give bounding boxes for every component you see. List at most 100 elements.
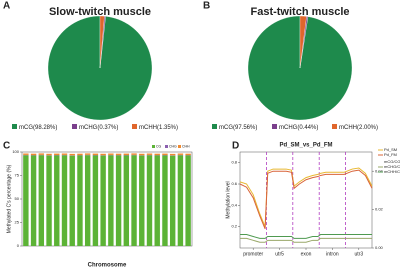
legend-label: CG [156, 144, 162, 148]
bar-segment [92, 155, 99, 246]
bar-segment [146, 155, 153, 246]
legend-label: CHH [182, 144, 190, 148]
line-series [239, 167, 373, 227]
bar-segment [185, 155, 191, 246]
legend-value: (98.28%) [33, 125, 57, 131]
legend-label: mCHH(1.35%) [139, 125, 178, 131]
legend-label: mCHH(2.00%) [339, 125, 378, 131]
bar-segment [177, 155, 184, 246]
bar-segment [61, 153, 68, 155]
bar-segment [139, 153, 145, 156]
chart-title: Fast-twitch muscle [250, 6, 349, 18]
legend-category: mCHG [79, 125, 98, 131]
legend-label: CHG [169, 144, 177, 148]
legend-swatch [212, 124, 217, 129]
legend-swatch [152, 145, 155, 148]
bar-segment [131, 155, 137, 246]
bar-segment [54, 153, 60, 156]
legend-swatch [332, 124, 337, 129]
y-axis-label: Methylated C's percentage (%) [6, 164, 12, 233]
plot-frame [239, 151, 373, 249]
y-tick-label: 50 [15, 196, 20, 201]
legend-swatch [12, 124, 17, 129]
legend-value: (0.44%) [297, 125, 318, 131]
legend-swatch [178, 145, 181, 148]
legend-label: Pd_SM [384, 147, 397, 152]
bar-segment [100, 155, 106, 246]
bar-segment [84, 153, 91, 155]
bar-segment [30, 153, 37, 156]
legend-label: mCG(97.56%) [219, 125, 257, 131]
bar-segment [123, 155, 130, 246]
legend-label: mCHH/CHH [384, 169, 400, 174]
pie-slice [99, 15, 105, 69]
bar-segment [61, 155, 68, 246]
legend-label: mCHG/CHG [384, 164, 400, 169]
legend-label: Pd_FM [384, 152, 397, 157]
bar-segment [185, 153, 191, 156]
legend-label: mCG(98.28%) [19, 125, 57, 131]
bar-segment [169, 155, 176, 246]
bar-segment [46, 155, 52, 246]
line-series [240, 234, 372, 239]
panel-letter: C [3, 141, 10, 152]
y-tick-label: 0.4 [231, 202, 237, 207]
y2-tick-label: 0.00 [375, 245, 384, 250]
panel-letter: A [3, 1, 10, 12]
bar-segment [30, 155, 37, 246]
y-tick-label: 0.8 [231, 160, 237, 165]
legend-label: mCHG(0.44%) [279, 125, 318, 131]
legend-value: (1.35%) [157, 125, 178, 131]
bar-segment [108, 155, 114, 246]
line-series [239, 169, 373, 229]
bar-segment [69, 153, 75, 156]
bar-segment [177, 153, 184, 155]
legend-label: mCHG(0.37%) [79, 125, 118, 131]
bar-segment [84, 155, 91, 246]
bar-segment [169, 153, 176, 156]
bar-segment [123, 153, 130, 156]
x-tick-label: utr3 [354, 251, 363, 257]
bar-segment [77, 155, 83, 246]
pie-slice [299, 15, 307, 69]
legend-swatch [165, 145, 168, 148]
legend-category: mCG [19, 125, 33, 131]
y-tick-label: 100 [12, 149, 19, 154]
y-tick-label: 0.2 [231, 224, 237, 229]
bar-segment [131, 153, 137, 155]
bar-segment [23, 153, 29, 155]
bar-segment [54, 155, 60, 246]
y2-tick-label: 0.04 [375, 168, 384, 173]
bar-segment [38, 153, 45, 155]
legend-swatch [72, 124, 77, 129]
bar-segment [139, 155, 145, 246]
y-tick-label: 75 [15, 173, 20, 178]
bar-segment [154, 153, 160, 156]
x-tick-label: intron [326, 251, 339, 257]
panel-letter: D [232, 141, 239, 152]
bar-segment [154, 155, 160, 246]
x-axis-label: Chromosome [88, 263, 127, 269]
chart-title: Slow-twitch muscle [49, 6, 151, 18]
bar-segment [69, 155, 75, 246]
legend-label: mCG/CG [384, 159, 400, 164]
y2-tick-label: 0.02 [375, 207, 384, 212]
legend-value: (2.00%) [357, 125, 378, 131]
x-tick-label: utr5 [275, 251, 284, 257]
bar-segment [38, 155, 45, 246]
x-tick-label: promoter [243, 251, 263, 257]
y-axis-label: Methylation level [225, 181, 231, 218]
panel-letter: B [203, 1, 210, 12]
legend-swatch [272, 124, 277, 129]
legend-category: mCHH [339, 125, 357, 131]
bar-segment [162, 155, 168, 246]
bar-segment [100, 153, 106, 156]
bar-segment [23, 155, 29, 246]
bar-segment [77, 153, 83, 156]
y-tick-label: 0 [17, 243, 20, 248]
bar-segment [92, 153, 99, 156]
chart-title: Pd_SM_vs_Pd_FM [279, 143, 332, 149]
line-series [240, 237, 372, 243]
legend-category: mCHH [139, 125, 157, 131]
